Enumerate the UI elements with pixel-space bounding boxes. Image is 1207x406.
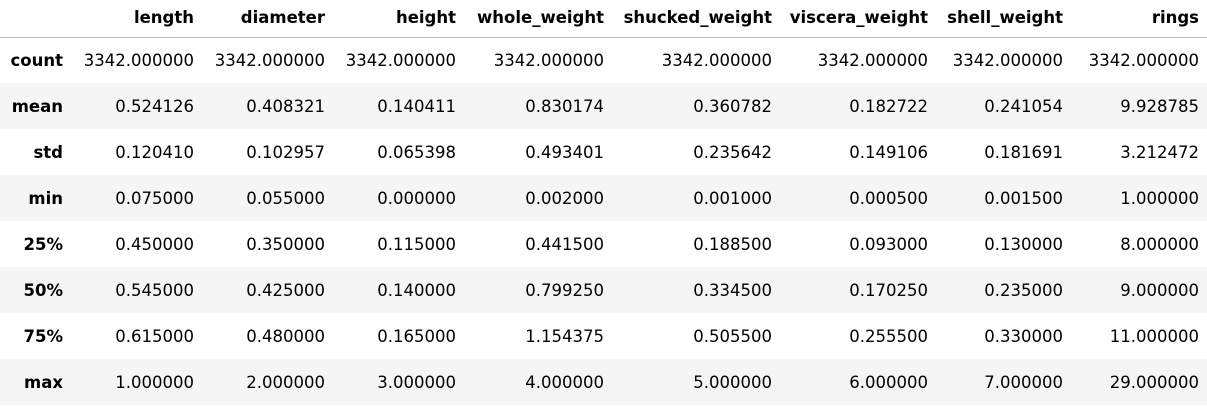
table-cell: 0.000000 (377, 188, 456, 208)
column-header-shucked-weight: shucked_weight (612, 0, 780, 38)
table-cell: 0.182722 (849, 96, 928, 116)
table-header: length diameter height whole_weight shuc… (0, 0, 1207, 38)
table-cell: 3342.000000 (952, 50, 1063, 70)
table-cell: 0.255500 (849, 326, 928, 346)
table-cell: 1.000000 (115, 372, 194, 392)
table-cell: 0.188500 (693, 234, 772, 254)
table-cell: 0.408321 (246, 96, 325, 116)
table-cell: 5.000000 (693, 372, 772, 392)
table-cell: 9.000000 (1120, 280, 1199, 300)
table-cell: 3342.000000 (1088, 50, 1199, 70)
table-cell: 3342.000000 (493, 50, 604, 70)
table-cell: 0.350000 (246, 234, 325, 254)
table-cell: 0.002000 (525, 188, 604, 208)
table-cell: 6.000000 (849, 372, 928, 392)
column-header-viscera-weight: viscera_weight (780, 0, 936, 38)
column-header-diameter: diameter (202, 0, 333, 38)
table-row: 75% 0.615000 0.480000 0.165000 1.154375 … (0, 313, 1207, 359)
table-cell: 0.799250 (525, 280, 604, 300)
table-cell: 0.334500 (693, 280, 772, 300)
table-cell: 0.241054 (984, 96, 1063, 116)
table-row: max 1.000000 2.000000 3.000000 4.000000 … (0, 359, 1207, 405)
table-cell: 0.170250 (849, 280, 928, 300)
table-body: count 3342.000000 3342.000000 3342.00000… (0, 37, 1207, 405)
table-cell: 0.235642 (693, 142, 772, 162)
row-label: mean (11, 96, 63, 116)
table-cell: 0.545000 (115, 280, 194, 300)
table-row: min 0.075000 0.055000 0.000000 0.002000 … (0, 175, 1207, 221)
table-cell: 0.830174 (525, 96, 604, 116)
table-cell: 3342.000000 (214, 50, 325, 70)
table-cell: 0.001500 (984, 188, 1063, 208)
row-label: count (10, 50, 64, 70)
table-cell: 0.493401 (525, 142, 604, 162)
table-cell: 0.524126 (115, 96, 194, 116)
table-cell: 2.000000 (246, 372, 325, 392)
table-cell: 0.000500 (849, 188, 928, 208)
table-row: std 0.120410 0.102957 0.065398 0.493401 … (0, 129, 1207, 175)
row-label: 75% (23, 326, 64, 346)
table-cell: 29.000000 (1109, 372, 1199, 392)
column-header-whole-weight: whole_weight (464, 0, 612, 38)
table-cell: 0.075000 (115, 188, 194, 208)
table-cell: 9.928785 (1120, 96, 1199, 116)
table-cell: 3342.000000 (83, 50, 194, 70)
table-cell: 3342.000000 (817, 50, 928, 70)
table-cell: 3.000000 (377, 372, 456, 392)
table-cell: 7.000000 (984, 372, 1063, 392)
table-cell: 8.000000 (1120, 234, 1199, 254)
table-cell: 0.425000 (246, 280, 325, 300)
table-cell: 0.102957 (246, 142, 325, 162)
index-header (0, 0, 71, 38)
table-cell: 0.330000 (984, 326, 1063, 346)
table-cell: 0.505500 (693, 326, 772, 346)
table-cell: 0.140000 (377, 280, 456, 300)
table-cell: 0.001000 (693, 188, 772, 208)
table-cell: 0.441500 (525, 234, 604, 254)
column-header-shell-weight: shell_weight (936, 0, 1071, 38)
column-header-length: length (71, 0, 202, 38)
table-cell: 11.000000 (1109, 326, 1199, 346)
table-row: count 3342.000000 3342.000000 3342.00000… (0, 37, 1207, 83)
table-row: 25% 0.450000 0.350000 0.115000 0.441500 … (0, 221, 1207, 267)
table-row: 50% 0.545000 0.425000 0.140000 0.799250 … (0, 267, 1207, 313)
table-cell: 0.165000 (377, 326, 456, 346)
table-cell: 3.212472 (1120, 142, 1199, 162)
table-cell: 0.615000 (115, 326, 194, 346)
column-header-rings: rings (1071, 0, 1207, 38)
table-cell: 0.149106 (849, 142, 928, 162)
table-cell: 4.000000 (525, 372, 604, 392)
table-cell: 0.360782 (693, 96, 772, 116)
table-cell: 1.000000 (1120, 188, 1199, 208)
table-cell: 0.480000 (246, 326, 325, 346)
row-label: 50% (23, 280, 64, 300)
row-label: 25% (23, 234, 64, 254)
table-cell: 0.235000 (984, 280, 1063, 300)
table-cell: 0.093000 (849, 234, 928, 254)
table-cell: 0.120410 (115, 142, 194, 162)
table-cell: 0.140411 (377, 96, 456, 116)
table-row: mean 0.524126 0.408321 0.140411 0.830174… (0, 83, 1207, 129)
table-cell: 3342.000000 (661, 50, 772, 70)
row-label: max (24, 372, 63, 392)
row-label: std (33, 142, 63, 162)
row-label: min (28, 188, 63, 208)
column-header-height: height (333, 0, 464, 38)
table-cell: 3342.000000 (345, 50, 456, 70)
table-cell: 1.154375 (525, 326, 604, 346)
table-cell: 0.130000 (984, 234, 1063, 254)
header-row: length diameter height whole_weight shuc… (0, 0, 1207, 38)
table-cell: 0.055000 (246, 188, 325, 208)
table-cell: 0.181691 (984, 142, 1063, 162)
table-cell: 0.450000 (115, 234, 194, 254)
table-cell: 0.115000 (377, 234, 456, 254)
table-cell: 0.065398 (377, 142, 456, 162)
